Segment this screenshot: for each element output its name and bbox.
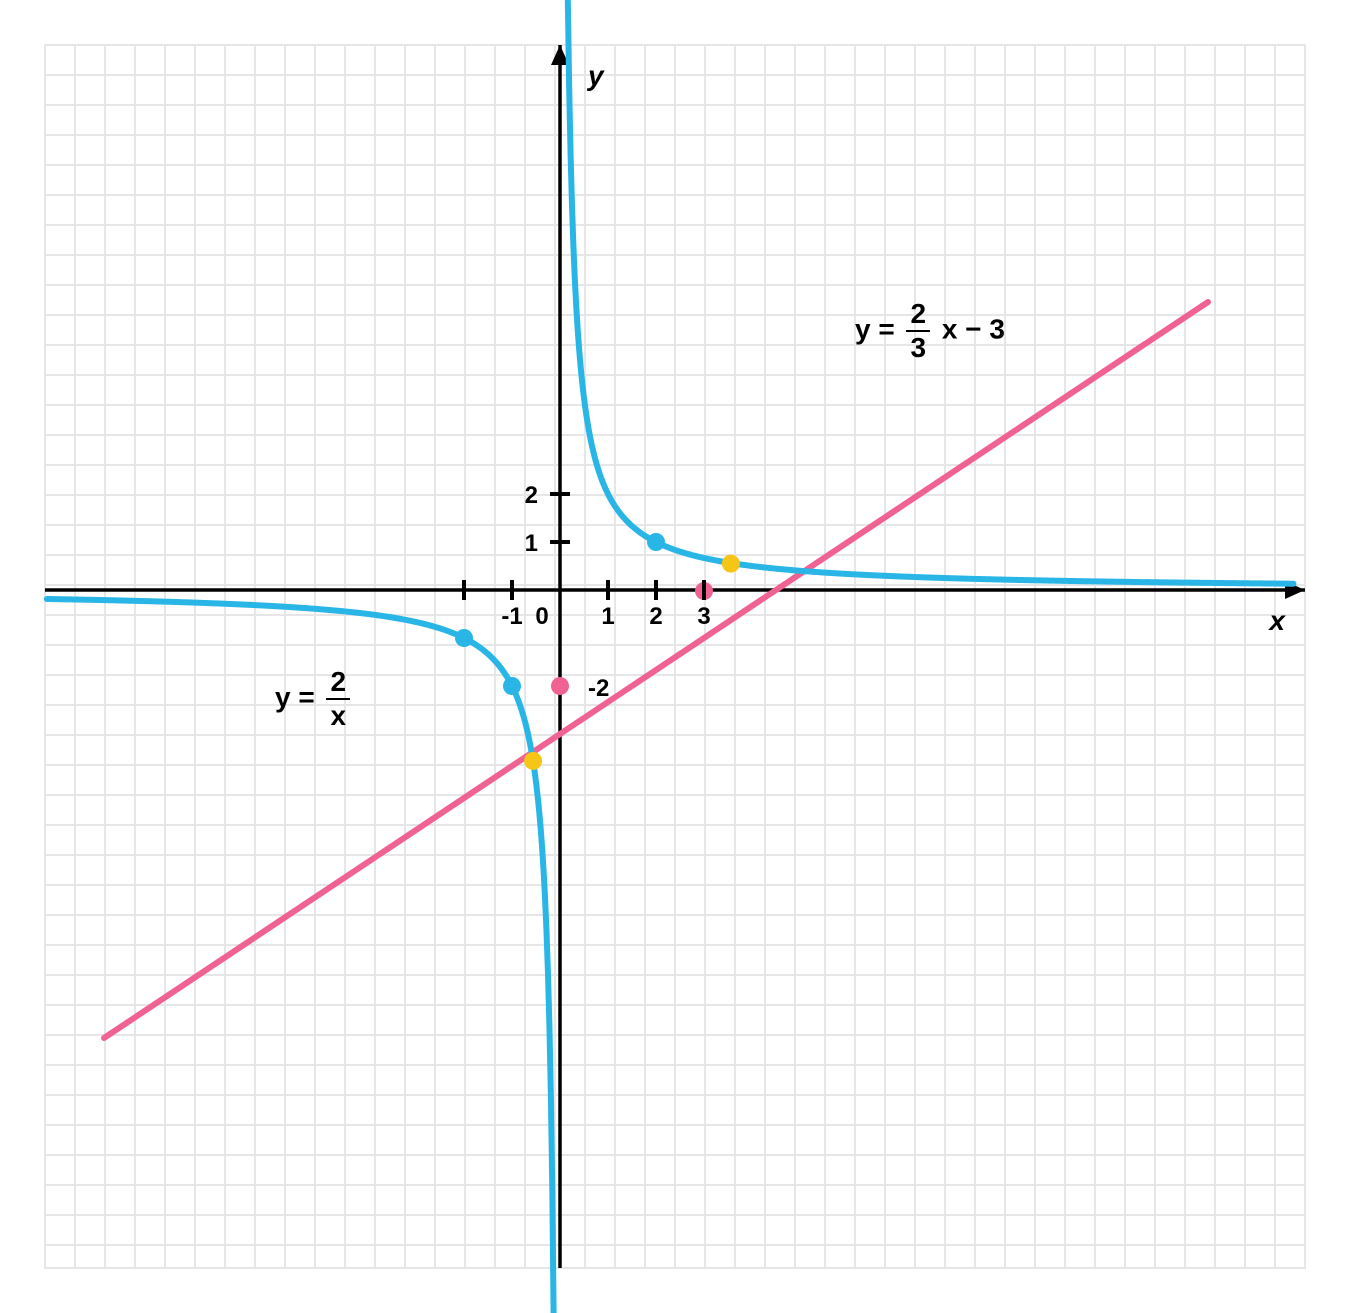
svg-text:x: x <box>1267 605 1286 636</box>
svg-text:0: 0 <box>535 603 548 630</box>
formula-line-frac: 23 <box>906 300 930 362</box>
formula-line-suffix: x − 3 <box>934 313 1005 344</box>
curves <box>47 0 1294 1313</box>
svg-text:y: y <box>586 60 605 91</box>
svg-text:3: 3 <box>697 603 710 630</box>
math-plot: -1123012-2xy y = 23 x − 3 y = 2x <box>0 0 1350 1313</box>
formula-line-prefix: y = <box>855 313 902 344</box>
svg-text:1: 1 <box>525 530 538 557</box>
svg-text:-1: -1 <box>501 603 522 630</box>
formula-line: y = 23 x − 3 <box>855 300 1005 362</box>
formula-hyperbola-den: x <box>326 700 350 730</box>
svg-text:-2: -2 <box>588 675 609 702</box>
formula-hyperbola-prefix: y = <box>275 681 322 712</box>
formula-hyperbola-frac: 2x <box>326 668 350 730</box>
svg-text:2: 2 <box>649 603 662 630</box>
formula-line-num: 2 <box>906 300 930 332</box>
formula-line-den: 3 <box>906 332 930 362</box>
svg-text:1: 1 <box>601 603 614 630</box>
formula-hyperbola-num: 2 <box>326 668 350 700</box>
labels: -1123012-2xy <box>501 60 1286 702</box>
formula-hyperbola: y = 2x <box>275 668 354 730</box>
svg-text:2: 2 <box>525 482 538 509</box>
plot-svg: -1123012-2xy <box>0 0 1350 1313</box>
